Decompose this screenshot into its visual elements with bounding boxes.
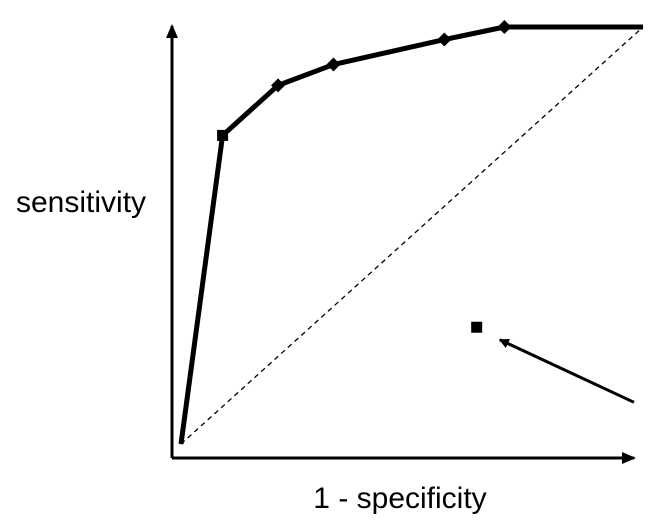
- diamond-point-marker: [326, 57, 341, 72]
- diamond-point-marker: [497, 20, 512, 34]
- annotation-layer: [471, 321, 635, 404]
- x-axis-label: 1 - specificity: [313, 482, 486, 515]
- y-axis-label: sensitivity: [16, 186, 146, 219]
- annotated-point-marker: [471, 321, 483, 333]
- annotation-arrow: [498, 338, 635, 404]
- reference-diagonal-line: [180, 26, 644, 445]
- series-layer: [178, 24, 644, 445]
- diamond-point-marker: [437, 32, 452, 47]
- diamond-point-marker: [271, 78, 286, 93]
- square-point-marker: [217, 129, 229, 141]
- marker-layer: [217, 20, 512, 141]
